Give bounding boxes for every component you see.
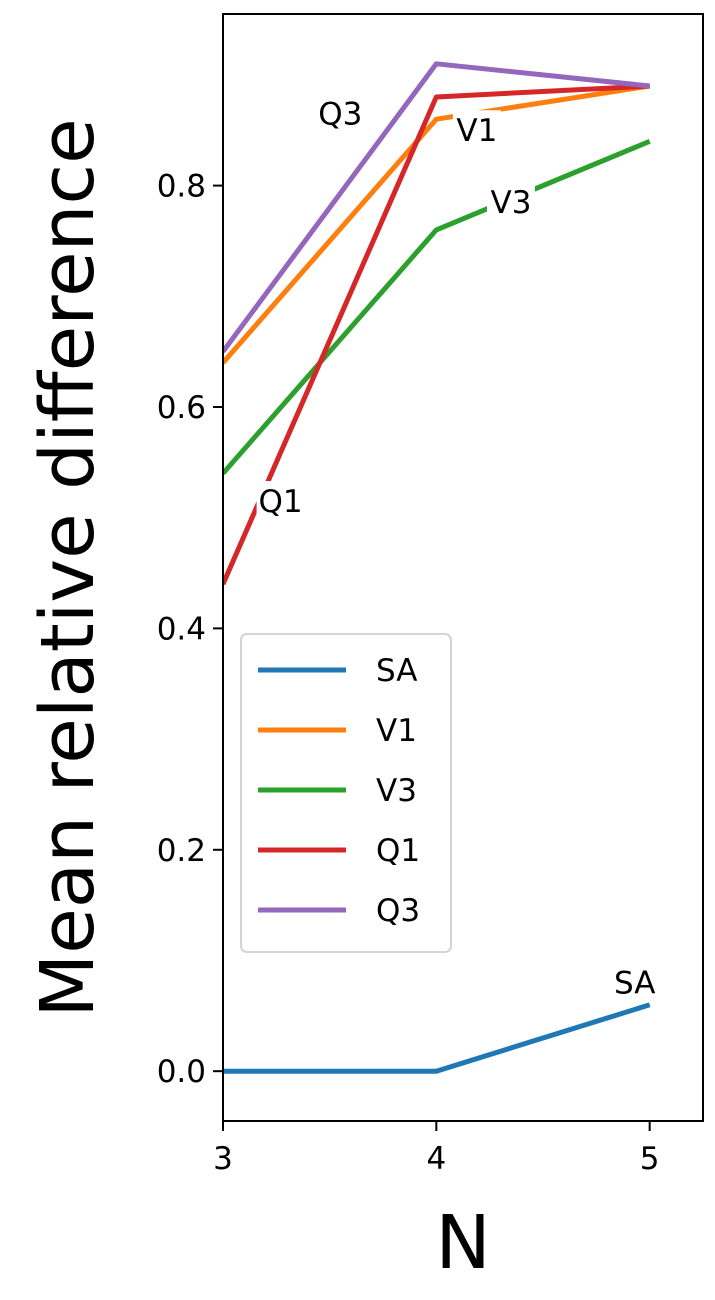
series-line-q3 bbox=[223, 61, 650, 354]
inline-label-bg bbox=[487, 182, 535, 223]
inline-label-sa: SA bbox=[614, 966, 655, 1002]
y-axis-ticks: 0.0 0.2 0.4 0.6 0.8 bbox=[157, 169, 223, 1090]
inline-label-q3: Q3 bbox=[318, 97, 362, 133]
y-axis-label: Mean relative difference bbox=[25, 118, 111, 1017]
y-tick-label: 0.2 bbox=[157, 833, 206, 869]
legend-label-v3: V3 bbox=[376, 773, 417, 809]
series-line-q1 bbox=[223, 83, 650, 586]
y-tick-label: 0.4 bbox=[157, 611, 206, 647]
legend: SA V1 V3 Q1 Q3 bbox=[240, 633, 452, 953]
inline-label-v1: V1 bbox=[456, 113, 497, 149]
inline-label-q1: Q1 bbox=[259, 484, 303, 520]
y-tick-label: 0.6 bbox=[157, 390, 206, 426]
legend-label-q3: Q3 bbox=[376, 893, 420, 929]
inline-labels: Q3 V1 V3 Q1 SA bbox=[256, 93, 659, 1003]
x-axis-ticks: 3 4 5 bbox=[213, 1121, 660, 1177]
legend-label-q1: Q1 bbox=[376, 833, 420, 869]
series-layer bbox=[223, 61, 651, 1074]
legend-box bbox=[240, 633, 452, 953]
series-line-sa bbox=[223, 1002, 651, 1074]
x-axis-label: N bbox=[435, 1200, 490, 1286]
inline-label-v3: V3 bbox=[491, 185, 532, 221]
y-tick-label: 0.0 bbox=[157, 1054, 206, 1090]
inline-label-bg bbox=[316, 93, 365, 134]
plot-frame bbox=[222, 13, 704, 1122]
x-tick-label: 3 bbox=[213, 1141, 233, 1177]
legend-label-sa: SA bbox=[376, 653, 417, 689]
inline-label-bg bbox=[610, 962, 659, 1003]
inline-label-bg bbox=[452, 110, 501, 151]
inline-label-bg bbox=[256, 481, 305, 522]
series-line-v1 bbox=[223, 83, 651, 365]
series-line-v3 bbox=[223, 138, 651, 476]
x-tick-label: 4 bbox=[426, 1141, 446, 1177]
y-tick-label: 0.8 bbox=[157, 169, 206, 205]
legend-label-v1: V1 bbox=[376, 713, 417, 749]
x-tick-label: 5 bbox=[640, 1141, 660, 1177]
